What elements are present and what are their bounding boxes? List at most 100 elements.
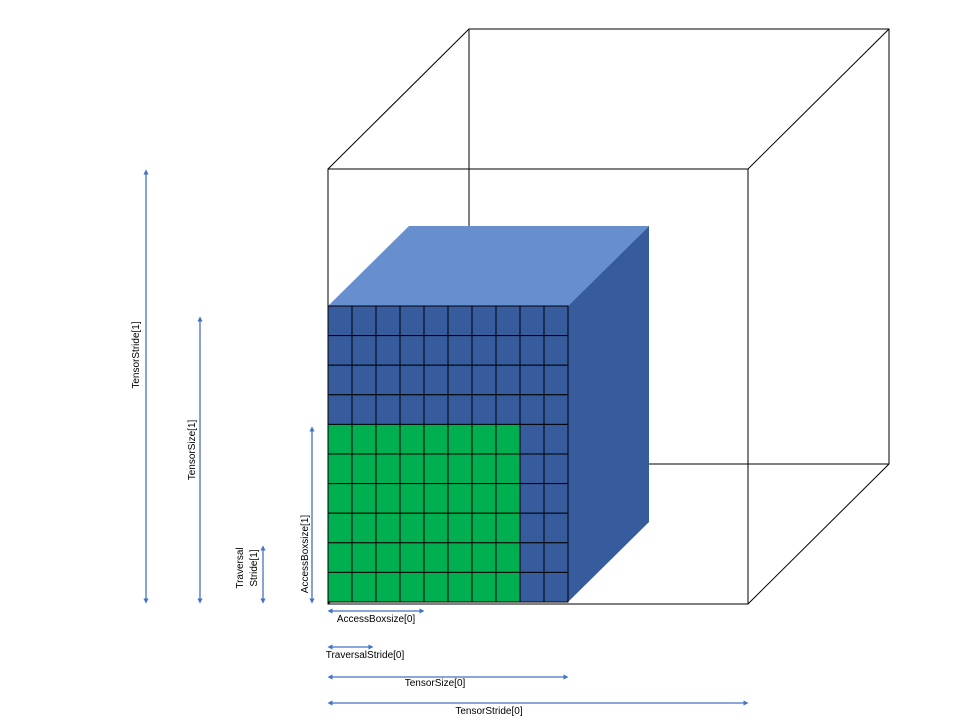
access-box-cell	[375, 542, 401, 573]
tensor-cell	[351, 364, 377, 396]
access-box-cell	[471, 542, 497, 573]
tensor-cell	[519, 453, 545, 485]
access-box-cell	[423, 542, 449, 573]
tensor-stride-0-label: TensorStride[0]	[455, 706, 522, 717]
tensor-cell	[543, 542, 569, 573]
tensor-cell	[399, 364, 425, 396]
access-box-cell	[399, 542, 425, 573]
access-box-cell	[423, 423, 449, 455]
access-boxsize-0-label: AccessBoxsize[0]	[337, 614, 416, 625]
access-box-cell	[399, 483, 425, 514]
tensor-cell	[543, 394, 569, 425]
tensor-cell	[447, 305, 473, 337]
tensor-cell	[519, 305, 545, 337]
tensor-cell	[351, 305, 377, 337]
access-box-cell	[447, 542, 473, 573]
tensor-cell	[375, 364, 401, 396]
tensor-cell	[351, 335, 377, 366]
access-box-cell	[399, 453, 425, 485]
access-box-cell	[495, 453, 521, 485]
tensor-cell	[495, 305, 521, 337]
access-box-cell	[327, 483, 353, 514]
access-box-cell	[399, 571, 425, 603]
tensor-cell	[327, 364, 353, 396]
access-box-cell	[351, 423, 377, 455]
tensor-cell	[495, 364, 521, 396]
tensor-cell	[375, 394, 401, 425]
access-box-cell	[399, 423, 425, 455]
access-box-cell	[447, 483, 473, 514]
access-box-cell	[495, 512, 521, 544]
tensor-size-1-label: TensorSize[1]	[187, 419, 198, 480]
access-box-cell	[423, 571, 449, 603]
access-box-cell	[327, 571, 353, 603]
access-box-cell	[495, 571, 521, 603]
access-box-cell	[495, 483, 521, 514]
access-box-cell	[447, 512, 473, 544]
access-box-cell	[375, 453, 401, 485]
access-box-cell	[447, 423, 473, 455]
traversal-stride-1-label-line1: Traversal	[235, 547, 246, 588]
tensor-cell	[447, 364, 473, 396]
tensor-cell	[543, 512, 569, 544]
tensor-cell	[375, 335, 401, 366]
tensor-cell	[399, 394, 425, 425]
access-box-cell	[423, 512, 449, 544]
tensor-cell	[543, 453, 569, 485]
tensor-cell	[471, 335, 497, 366]
dimension-arrows	[143, 169, 749, 706]
tensor-cell	[399, 305, 425, 337]
access-box-cell	[351, 512, 377, 544]
box-front-grid	[327, 305, 569, 603]
tensor-cell	[519, 335, 545, 366]
tensor-cell	[543, 364, 569, 396]
access-box-cell	[375, 423, 401, 455]
tensor-cell	[543, 305, 569, 337]
tensor-cell	[543, 483, 569, 514]
access-box-cell	[423, 453, 449, 485]
tensor-cell	[543, 571, 569, 603]
access-box-cell	[351, 453, 377, 485]
access-box-cell	[495, 423, 521, 455]
tensor-cell	[471, 305, 497, 337]
access-box-cell	[471, 423, 497, 455]
tensor-cell	[495, 335, 521, 366]
traversal-stride-1-label-line2: Stride[1]	[249, 549, 260, 586]
access-box-cell	[375, 512, 401, 544]
access-box-cell	[375, 571, 401, 603]
tensor-cell	[519, 571, 545, 603]
tensor-front-face	[327, 168, 749, 605]
tensor-cell	[519, 364, 545, 396]
tensor-cell	[423, 394, 449, 425]
tensor-cell	[399, 335, 425, 366]
access-box-cell	[471, 512, 497, 544]
traversal-stride-0-label: TraversalStride[0]	[326, 650, 405, 661]
access-box-cell	[399, 512, 425, 544]
tensor-cell	[375, 305, 401, 337]
tensor-cell	[471, 394, 497, 425]
access-box-cell	[327, 453, 353, 485]
tensor-cell	[519, 542, 545, 573]
access-box-cell	[447, 453, 473, 485]
box-side-face	[568, 226, 649, 602]
tensor-cell	[543, 423, 569, 455]
tensor-cell	[447, 335, 473, 366]
access-box-cell	[495, 542, 521, 573]
access-boxsize-1-label: AccessBoxsize[1]	[300, 515, 311, 594]
tensor-cell	[543, 335, 569, 366]
tensor-cell	[423, 364, 449, 396]
tensor-cell	[495, 394, 521, 425]
tensor-cell	[447, 394, 473, 425]
access-box-cell	[375, 483, 401, 514]
tensor-cell	[519, 512, 545, 544]
access-box-cell	[351, 571, 377, 603]
access-box-cell	[327, 423, 353, 455]
tensor-cell	[327, 305, 353, 337]
access-box-cell	[471, 483, 497, 514]
tensor-cell	[327, 335, 353, 366]
tensor-stride-1-label: TensorStride[1]	[131, 321, 142, 388]
tensor-size-0-label: TensorSize[0]	[405, 678, 466, 689]
tensor-cell	[423, 335, 449, 366]
tensor-cell	[423, 305, 449, 337]
